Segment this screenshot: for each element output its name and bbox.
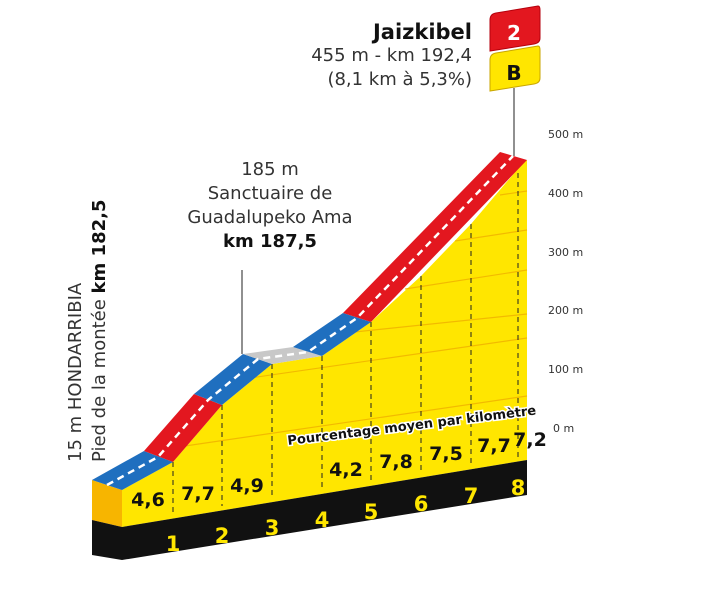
summit-name: Jaizkibel bbox=[372, 20, 472, 44]
gradient-km1: 4,6 bbox=[131, 489, 165, 511]
km-label-2: 2 bbox=[215, 524, 230, 548]
y-tick-100: 100 m bbox=[548, 363, 583, 376]
km-label-4: 4 bbox=[315, 508, 330, 532]
km-labels: 1 2 3 4 5 6 7 8 bbox=[166, 476, 526, 556]
start-block bbox=[92, 480, 122, 527]
category-rank-text: 2 bbox=[507, 21, 521, 45]
summit-label: Jaizkibel 455 m - km 192,4 (8,1 km à 5,3… bbox=[311, 20, 472, 92]
km-label-8: 8 bbox=[511, 476, 526, 500]
y-tick-500: 500 m bbox=[548, 128, 583, 141]
gradient-km2: 7,7 bbox=[181, 483, 215, 505]
category-badge-letter bbox=[489, 45, 541, 92]
midpoint-altitude: 185 m bbox=[241, 159, 299, 180]
km-label-7: 7 bbox=[464, 484, 479, 508]
gradient-km3: 4,9 bbox=[230, 475, 264, 497]
gradient-km8: 7,7 bbox=[477, 435, 511, 457]
category-letter-text: B bbox=[506, 61, 521, 85]
road-segment-3 bbox=[194, 354, 272, 405]
road-centerline bbox=[106, 155, 514, 487]
km-band bbox=[92, 460, 527, 560]
gradient-km6: 7,8 bbox=[379, 451, 413, 473]
summit-altitude-km: 455 m - km 192,4 bbox=[311, 45, 472, 66]
midpoint-name-1: Sanctuaire de bbox=[207, 183, 333, 204]
road-segment-4 bbox=[243, 347, 322, 364]
gradient-final: 7,2 bbox=[513, 429, 547, 451]
km-label-5: 5 bbox=[364, 500, 379, 524]
midpoint-km: km 187,5 bbox=[223, 231, 317, 252]
summit-length-gradient: (8,1 km à 5,3%) bbox=[327, 69, 472, 90]
km-dividers bbox=[172, 164, 519, 514]
altitude-gridlines bbox=[184, 190, 528, 447]
km-label-3: 3 bbox=[265, 516, 280, 540]
y-axis: 500 m 400 m 300 m 200 m 100 m 0 m bbox=[548, 128, 583, 435]
midpoint-name-2: Guadalupeko Ama bbox=[187, 207, 353, 228]
y-tick-300: 300 m bbox=[548, 246, 583, 259]
midpoint-label: 185 m Sanctuaire de Guadalupeko Ama km 1… bbox=[170, 158, 370, 254]
profile-face bbox=[122, 160, 527, 527]
y-tick-200: 200 m bbox=[548, 304, 583, 317]
y-tick-400: 400 m bbox=[548, 187, 583, 200]
km-label-6: 6 bbox=[414, 492, 429, 516]
category-badge-rank bbox=[489, 5, 541, 52]
gradient-values: 4,6 7,7 4,9 4,2 7,8 7,5 7,7 7,2 bbox=[131, 429, 547, 511]
gradient-km5: 4,2 bbox=[329, 459, 363, 481]
gradient-km7: 7,5 bbox=[429, 443, 463, 465]
y-tick-0: 0 m bbox=[553, 422, 574, 435]
km-label-1: 1 bbox=[166, 532, 181, 556]
